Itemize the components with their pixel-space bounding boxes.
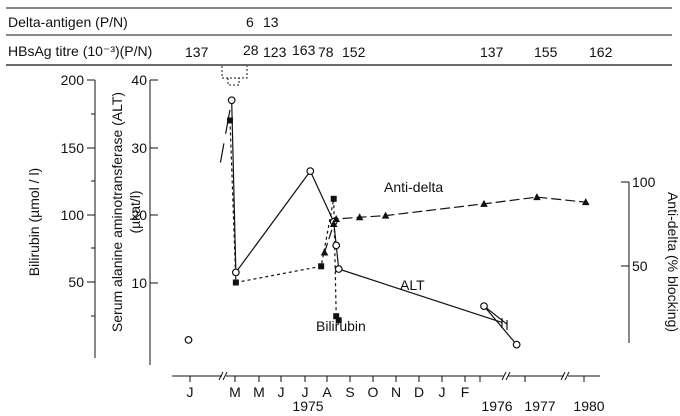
hbsag-value-6: 152 [342, 44, 366, 60]
hbsag-value-7: 137 [480, 44, 504, 60]
month-label: M [229, 384, 241, 400]
alt-axis-label: Serum alanine aminotransferase (ALT) [109, 92, 125, 332]
alt-point [512, 340, 521, 349]
alt-line-segment [335, 245, 340, 270]
alt-ticks [150, 79, 158, 284]
hbsag-value-9: 162 [589, 44, 613, 60]
hbsag-value-3: 123 [263, 44, 287, 60]
bilirubin-point [330, 195, 337, 202]
time-axis-break-1b [222, 371, 228, 381]
time-axis-break-3a [560, 371, 566, 381]
anti-delta-ticks [621, 181, 629, 267]
anti-delta-point [533, 193, 541, 201]
series-label-bilirubin: Bilirubin [316, 318, 366, 334]
bilirubin-line [229, 120, 340, 321]
hbsag-value-4: 163 [292, 42, 316, 58]
bilirubin-tick-label-100: 100 [61, 207, 85, 223]
anti-delta-line [323, 196, 586, 253]
month-label: J [302, 384, 309, 400]
anti-delta-point [332, 214, 341, 222]
bilirubin-ticks [87, 79, 95, 317]
time-axis-break-1a [218, 371, 224, 381]
alt-line-segment [231, 100, 237, 273]
bilirubin-axis-label: Bilirubin (µmol / l) [26, 168, 42, 276]
time-axis-break-2a [501, 371, 507, 381]
hbsag-value-5: 78 [318, 44, 334, 60]
alt-tick-label-20: 20 [131, 207, 147, 223]
anti-delta-point [329, 220, 338, 227]
month-label: O [368, 384, 379, 400]
anti-delta-point [355, 213, 364, 221]
alt-point [480, 302, 488, 311]
alt-line-segment [338, 268, 503, 323]
alt-point [184, 335, 193, 344]
month-label: D [414, 384, 424, 400]
anti-delta-point [381, 211, 390, 219]
series-label-alt: ALT [400, 277, 425, 293]
hbsag-bracket [221, 66, 248, 86]
anti-delta-point [581, 198, 590, 206]
anti-delta-tick-label-50: 50 [632, 258, 648, 274]
month-label: J [187, 384, 194, 400]
anti-delta-point [320, 248, 329, 256]
bilirubin-tick-label-50: 50 [68, 274, 84, 290]
alt-tick-label-10: 10 [131, 275, 147, 291]
year-label-1980: 1980 [573, 398, 604, 414]
month-label: N [391, 384, 401, 400]
month-label: J [439, 384, 446, 400]
bilirubin-point [227, 117, 233, 124]
month-label: F [461, 384, 470, 400]
alt-point [334, 265, 343, 273]
alt-line-segment [309, 170, 335, 223]
alt-point [332, 241, 341, 250]
hbsag-value-1: 137 [185, 44, 209, 60]
time-axis-break-3b [564, 371, 570, 381]
alt-line-segment [483, 305, 508, 325]
month-label: M [253, 384, 265, 400]
alt-axis-unit: (µkat/l) [127, 190, 143, 233]
alt-line-segment [483, 305, 518, 345]
bilirubin-tick-label-200: 200 [61, 72, 85, 88]
month-label: A [322, 384, 332, 400]
year-label-1975: 1975 [292, 398, 323, 414]
delta-antigen-label: Delta-antigen (P/N) [8, 14, 128, 30]
anti-delta-axis-label: Anti-delta (% blocking) [665, 192, 680, 332]
alt-point [306, 167, 315, 176]
alt-line-segment [235, 170, 311, 273]
series-label-anti-delta: Anti-delta [384, 179, 443, 195]
anti-delta-tick-label-100: 100 [632, 174, 656, 190]
month-label: S [345, 384, 354, 400]
bilirubin-point [232, 279, 239, 286]
year-label-1977: 1977 [524, 398, 555, 414]
time-axis-breaks [218, 371, 570, 381]
bilirubin-point [333, 313, 340, 320]
anti-delta-point [480, 199, 488, 207]
bilirubin-tick-label-150: 150 [61, 140, 85, 156]
alt-line-segment [219, 143, 225, 163]
year-label-1976: 1976 [481, 398, 512, 414]
delta-antigen-value-2: 13 [263, 14, 279, 30]
series-lines [219, 100, 586, 345]
alt-point [227, 96, 236, 105]
hbsag-label: HBsAg titre (10⁻³)(P/N) [8, 43, 152, 59]
month-label: J [278, 384, 285, 400]
series-markers [184, 96, 590, 349]
alt-point [231, 268, 240, 277]
month-ticks [189, 376, 585, 382]
alt-tick-label-30: 30 [131, 140, 147, 156]
alt-tick-label-40: 40 [131, 72, 147, 88]
time-axis-break-2b [505, 371, 511, 381]
delta-antigen-value-1: 6 [246, 14, 254, 30]
bilirubin-point [335, 317, 342, 324]
hbsag-value-8: 155 [534, 44, 558, 60]
bilirubin-point [318, 263, 325, 270]
hbsag-value-2: 28 [243, 42, 259, 58]
